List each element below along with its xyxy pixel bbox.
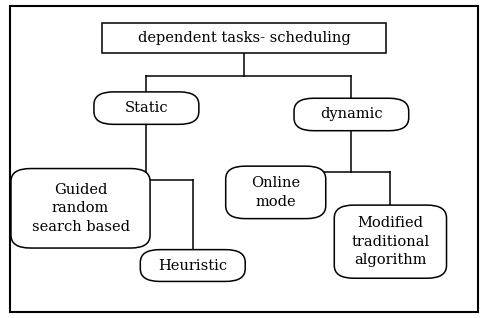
Text: Modified
traditional
algorithm: Modified traditional algorithm [351,216,429,267]
Text: Static: Static [124,101,168,115]
Text: dynamic: dynamic [320,107,383,121]
FancyBboxPatch shape [102,23,386,53]
Text: Guided
random
search based: Guided random search based [32,183,129,234]
FancyBboxPatch shape [11,169,150,248]
Text: dependent tasks- scheduling: dependent tasks- scheduling [138,31,350,45]
FancyBboxPatch shape [294,98,408,131]
Text: Online
mode: Online mode [251,176,300,209]
FancyBboxPatch shape [225,166,326,219]
FancyBboxPatch shape [141,250,245,281]
Text: Heuristic: Heuristic [158,259,227,273]
FancyBboxPatch shape [94,92,199,124]
FancyBboxPatch shape [334,205,447,278]
